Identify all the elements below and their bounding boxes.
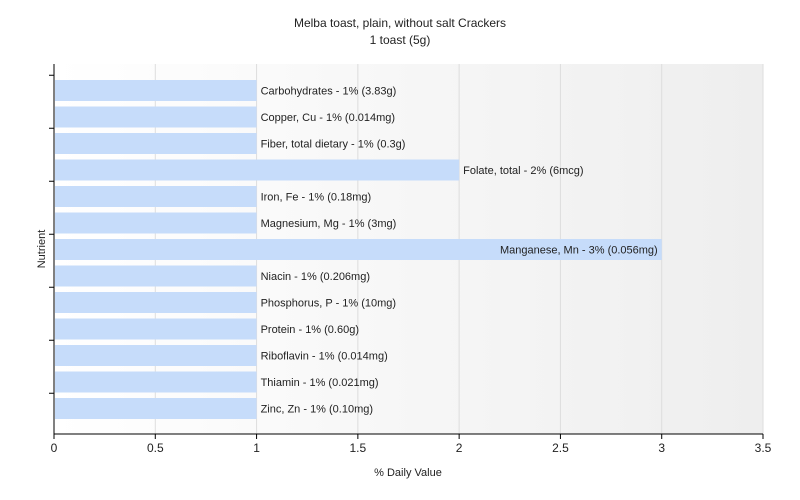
x-tick-label: 0 bbox=[51, 441, 58, 455]
bar bbox=[55, 106, 257, 128]
bars bbox=[55, 80, 662, 419]
bar bbox=[55, 186, 257, 207]
x-tick-label: 1.5 bbox=[350, 441, 367, 455]
bar-label: Niacin - 1% (0.206mg) bbox=[261, 271, 370, 283]
bar bbox=[55, 345, 257, 366]
bar-label: Carbohydrates - 1% (3.83g) bbox=[261, 86, 397, 98]
bar-label: Phosphorus, P - 1% (10mg) bbox=[261, 298, 397, 310]
bar bbox=[55, 318, 257, 340]
x-tick-label: 3.5 bbox=[755, 441, 772, 455]
x-tick-label: 2.5 bbox=[552, 441, 569, 455]
bar-label: Iron, Fe - 1% (0.18mg) bbox=[261, 192, 372, 204]
bar-label: Manganese, Mn - 3% (0.056mg) bbox=[500, 245, 658, 257]
chart-title: Melba toast, plain, without salt Cracker… bbox=[294, 16, 506, 30]
x-tick-label: 2 bbox=[456, 441, 463, 455]
bar bbox=[55, 371, 257, 393]
chart-subtitle: 1 toast (5g) bbox=[370, 33, 431, 47]
bar-label: Copper, Cu - 1% (0.014mg) bbox=[261, 112, 396, 124]
bar bbox=[55, 212, 257, 234]
x-tick-label: 3 bbox=[658, 441, 665, 455]
bar-label: Folate, total - 2% (6mcg) bbox=[463, 165, 583, 177]
bar bbox=[55, 159, 460, 181]
bar-labels: Carbohydrates - 1% (3.83g) Copper, Cu - 1… bbox=[261, 86, 658, 416]
x-tick-label: 1 bbox=[253, 441, 260, 455]
bar bbox=[55, 239, 662, 260]
bar bbox=[55, 398, 257, 419]
bar-label: Magnesium, Mg - 1% (3mg) bbox=[261, 218, 397, 230]
bar bbox=[55, 80, 257, 101]
bar bbox=[55, 133, 257, 154]
x-tick-label: 0.5 bbox=[147, 441, 164, 455]
bar bbox=[55, 265, 257, 287]
bar bbox=[55, 292, 257, 313]
bar-label: Riboflavin - 1% (0.014mg) bbox=[261, 351, 388, 363]
bar-label: Protein - 1% (0.60g) bbox=[261, 324, 359, 336]
bar-label: Fiber, total dietary - 1% (0.3g) bbox=[261, 139, 406, 151]
bar-label: Zinc, Zn - 1% (0.10mg) bbox=[261, 404, 373, 416]
x-axis-label: % Daily Value bbox=[374, 467, 442, 479]
bar-label: Thiamin - 1% (0.021mg) bbox=[261, 377, 379, 389]
axes: 0 0.5 1 1.5 2 2.5 3 3.5 bbox=[49, 64, 772, 455]
y-axis-label: Nutrient bbox=[36, 230, 48, 269]
